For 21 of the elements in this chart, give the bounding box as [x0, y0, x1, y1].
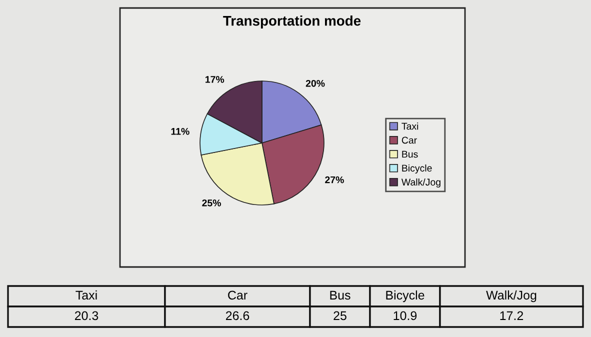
legend-label: Walk/Jog: [401, 178, 440, 188]
chart-title: Transportation mode: [223, 16, 361, 28]
legend-label: Car: [402, 136, 417, 144]
category-label: Car: [228, 290, 248, 300]
legend-label: Bicycle: [402, 164, 432, 174]
text: 17.2: [500, 311, 524, 320]
legend-label: Taxi: [402, 122, 418, 130]
text: 20.3: [74, 311, 98, 320]
category-label: Taxi: [76, 290, 97, 300]
category-label: Walk/Jog: [486, 290, 536, 302]
category-label: Bicycle: [386, 290, 424, 302]
data-label: 11%: [171, 128, 190, 135]
text: 10.9: [394, 311, 417, 320]
category-label: Bus: [330, 290, 350, 300]
data-label: 17%: [206, 76, 224, 83]
text: 25: [334, 311, 346, 320]
data-label: 20%: [306, 80, 325, 87]
data-label: 25%: [202, 199, 222, 206]
data-label: 27%: [325, 176, 344, 184]
legend-label: Bus: [402, 150, 418, 158]
text: 26.6: [226, 311, 250, 320]
